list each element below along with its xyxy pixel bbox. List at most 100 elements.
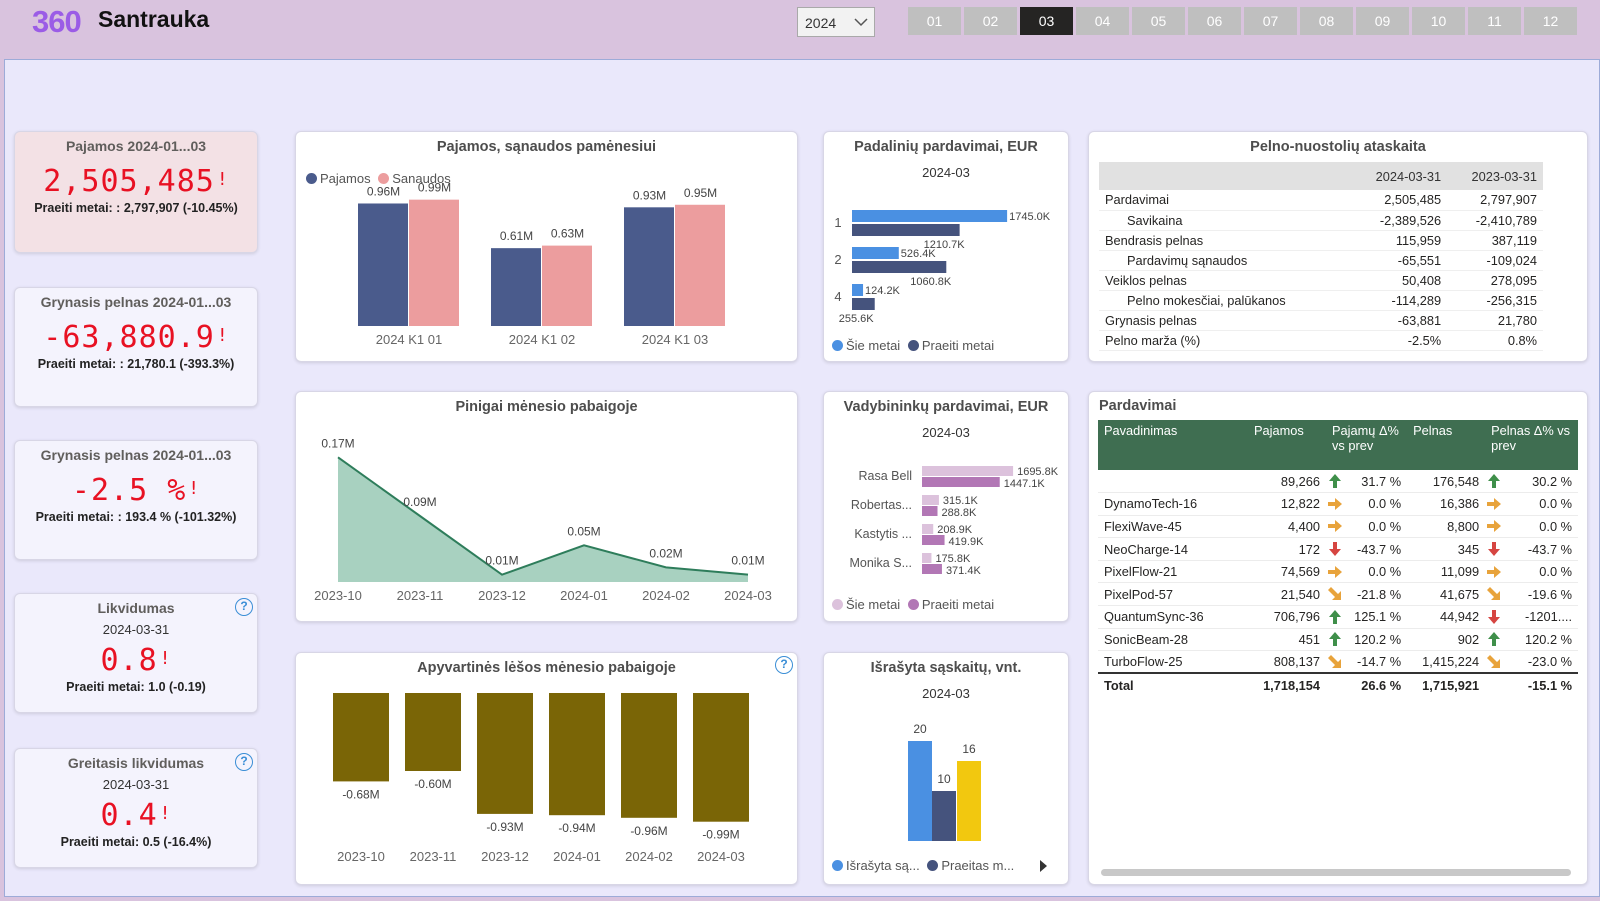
- table-row[interactable]: Pelno mokesčiai, palūkanos -114,289 -256,3…: [1099, 290, 1543, 311]
- table-header-row: 2024-03-31 2023-03-31: [1099, 162, 1543, 190]
- cash-chart: Pinigai mėnesio pabaigoje 0.17M 2023-10 0.…: [295, 391, 798, 622]
- table-row[interactable]: FlexiWave-45 4,400 0.0 % 8,800 0.0 %: [1098, 515, 1578, 539]
- table-row[interactable]: 89,266 31.7 % 176,548 30.2 %: [1098, 470, 1578, 494]
- month-button-11[interactable]: 11: [1468, 7, 1521, 35]
- bar-prev[interactable]: [922, 564, 942, 574]
- bar-pajamos[interactable]: [491, 248, 541, 326]
- value-current: 115,959: [1351, 230, 1448, 251]
- chart-legend: Šie metai Praeiti metai: [832, 338, 994, 353]
- year-select[interactable]: 2024: [797, 7, 875, 37]
- table-row[interactable]: QuantumSync-36 706,796 125.1 % 44,942 -1201.…: [1098, 605, 1578, 629]
- kpi-title: Greitasis likvidumas: [67, 755, 205, 771]
- bar-sanaudos[interactable]: [542, 245, 592, 326]
- bar-invoices[interactable]: [908, 741, 932, 841]
- bar-pajamos[interactable]: [624, 207, 674, 326]
- trend-cell: [1485, 537, 1504, 561]
- column-header: 2024-03-31: [1351, 162, 1448, 190]
- cash-line[interactable]: [337, 456, 749, 576]
- help-icon[interactable]: ?: [235, 753, 253, 771]
- cash-area: [338, 457, 748, 582]
- month-button-10[interactable]: 10: [1412, 7, 1465, 35]
- table-row[interactable]: Bendrasis pelnas 115,959 387,119: [1099, 230, 1543, 251]
- bar-prev[interactable]: [852, 224, 960, 236]
- bar-current[interactable]: [852, 284, 864, 296]
- bar-current[interactable]: [852, 210, 1008, 222]
- bar-current[interactable]: [922, 466, 1014, 476]
- bar-pajamos[interactable]: [358, 203, 408, 326]
- bar-prev[interactable]: [922, 535, 945, 545]
- month-button-08[interactable]: 08: [1300, 7, 1353, 35]
- kpi-date: 2024-03-31: [102, 622, 170, 637]
- product-name: FlexiWave-45: [1098, 515, 1248, 539]
- table-row[interactable]: Pardavimų sąnaudos -65,551 -109,024: [1099, 250, 1543, 271]
- bar-working-capital[interactable]: [549, 693, 605, 816]
- bar-working-capital[interactable]: [477, 693, 533, 814]
- month-button-01[interactable]: 01: [908, 7, 961, 35]
- table-row[interactable]: Pardavimai 2,505,485 2,797,907: [1099, 190, 1543, 211]
- bar-current[interactable]: [852, 247, 899, 259]
- column-header[interactable]: Pajamos: [1248, 420, 1326, 470]
- table-row[interactable]: PixelFlow-21 74,569 0.0 % 11,099 0.0 %: [1098, 560, 1578, 584]
- table-row[interactable]: NeoCharge-14 172 -43.7 % 345 -43.7 %: [1098, 537, 1578, 561]
- month-button-05[interactable]: 05: [1132, 7, 1185, 35]
- horizontal-scrollbar[interactable]: [1101, 869, 1571, 876]
- month-button-02[interactable]: 02: [964, 7, 1017, 35]
- table-row[interactable]: SonicBeam-28 451 120.2 % 902 120.2 %: [1098, 628, 1578, 652]
- bar-prev[interactable]: [922, 506, 938, 516]
- profit-delta: 30.2 %: [1503, 470, 1578, 494]
- table-row[interactable]: Pelno marža (%) -2.5% 0.8%: [1099, 330, 1543, 351]
- bar-working-capital[interactable]: [621, 693, 677, 818]
- down-arrow-icon: [1488, 609, 1501, 624]
- month-button-03[interactable]: 03: [1020, 7, 1073, 35]
- right-arrow-icon: [1328, 497, 1342, 510]
- month-button-09[interactable]: 09: [1356, 7, 1409, 35]
- column-header[interactable]: Pelnas: [1407, 420, 1486, 470]
- app-logo: 360: [32, 4, 82, 39]
- month-button-07[interactable]: 07: [1244, 7, 1297, 35]
- bar-working-capital[interactable]: [333, 693, 389, 782]
- help-icon[interactable]: ?: [235, 598, 253, 616]
- column-header[interactable]: Pelnas Δ% vs prev: [1485, 420, 1578, 470]
- warning-mark: !: [188, 478, 201, 499]
- kpi-date: 2024-03-31: [102, 777, 170, 792]
- bar-current[interactable]: [922, 553, 932, 563]
- table-row[interactable]: Savikaina -2,389,526 -2,410,789: [1099, 210, 1543, 231]
- table-row[interactable]: DynamoTech-16 12,822 0.0 % 16,386 0.0 %: [1098, 492, 1578, 516]
- total-row: Total 1,718,154 26.6 % 1,715,921 -15.1 %: [1098, 672, 1578, 696]
- bar-invoices[interactable]: [957, 761, 981, 841]
- data-label: 0.93M: [633, 188, 666, 202]
- bar-current[interactable]: [922, 495, 939, 505]
- legend-next-icon[interactable]: [1038, 859, 1048, 873]
- table-row[interactable]: TurboFlow-25 808,137 -14.7 % 1,415,224 -23.0…: [1098, 650, 1578, 674]
- kpi-previous: Praeiti metai: : 2,797,907 (-10.45%): [34, 201, 238, 215]
- kpi-value: -2.5 %!: [71, 473, 201, 508]
- table-row[interactable]: PixelPod-57 21,540 -21.8 % 41,675 -19.6 %: [1098, 582, 1578, 607]
- month-button-04[interactable]: 04: [1076, 7, 1129, 35]
- data-label: 0.05M: [567, 524, 600, 538]
- help-icon[interactable]: ?: [775, 656, 793, 674]
- month-button-06[interactable]: 06: [1188, 7, 1241, 35]
- bar-sanaudos[interactable]: [675, 204, 725, 326]
- column-header[interactable]: Pavadinimas: [1098, 420, 1248, 470]
- data-label: 1745.0K: [1009, 211, 1051, 223]
- kpi-title: Grynasis pelnas 2024-01...03: [40, 294, 232, 310]
- column-header[interactable]: Pajamų Δ% vs prev: [1326, 420, 1408, 470]
- bar-prev[interactable]: [852, 261, 947, 273]
- bar-prev[interactable]: [852, 298, 875, 310]
- trend-cell: [1326, 537, 1344, 561]
- kpi-title: Pajamos 2024-01...03: [65, 138, 207, 154]
- bar-current[interactable]: [922, 524, 934, 534]
- bar-working-capital[interactable]: [405, 693, 461, 771]
- table-row[interactable]: Veiklos pelnas 50,408 278,095: [1099, 270, 1543, 291]
- header-bar: 360 Santrauka 2024 01 02 03 04 05 06 07 08 09 10 1…: [0, 0, 1600, 58]
- table-row[interactable]: Grynasis pelnas -63,881 21,780: [1099, 310, 1543, 331]
- row-label: Bendrasis pelnas: [1099, 230, 1352, 251]
- bar-sanaudos[interactable]: [409, 199, 459, 326]
- bar-prev[interactable]: [922, 477, 1000, 487]
- profit-delta: 0.0 %: [1503, 560, 1578, 584]
- legend-dot: [907, 599, 919, 610]
- y-tick-label: Robertas...: [851, 498, 912, 512]
- bar-invoices[interactable]: [932, 791, 956, 841]
- bar-working-capital[interactable]: [693, 693, 749, 822]
- month-button-12[interactable]: 12: [1524, 7, 1577, 35]
